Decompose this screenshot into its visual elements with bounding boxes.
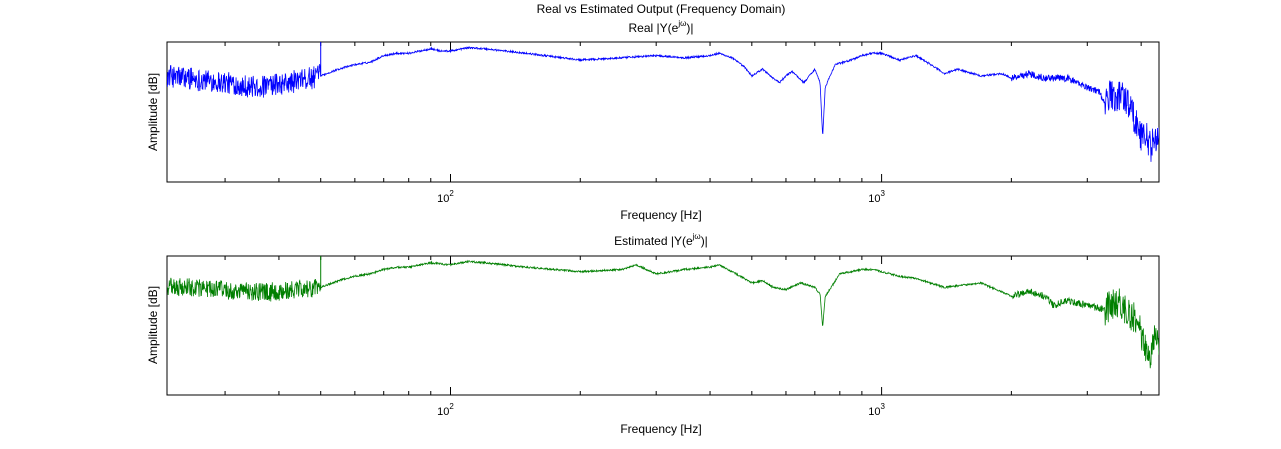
subplot-estimated: Estimated |Y(ejω)| 102 103 Frequency [Hz]… (146, 232, 1160, 436)
x-axis-label-real: Frequency [Hz] (620, 208, 701, 222)
axes-frame-estimated (166, 255, 1160, 396)
line-series-estimated (167, 256, 1159, 369)
subplot-title-estimated-sup: jω (692, 232, 701, 241)
subplot-title-real-main: Real |Y(e (629, 21, 679, 35)
series-line (167, 259, 1159, 369)
subplot-title-real-sup: jω (677, 19, 686, 28)
subplot-real: Real |Y(ejω)| 102 103 Frequency [Hz] Ampl… (146, 19, 1160, 222)
x-tick-label: 102 (437, 189, 454, 205)
y-axis-label-real: Amplitude [dB] (146, 73, 160, 151)
x-tick-label: 102 (437, 402, 454, 418)
subplot-title-estimated: Estimated |Y(ejω)| (614, 232, 708, 248)
figure-title: Real vs Estimated Output (Frequency Doma… (537, 2, 786, 16)
axes-frame-real (166, 41, 1160, 183)
x-tick-label: 103 (868, 189, 885, 205)
x-ticks-estimated: 102 103 (224, 256, 1142, 418)
subplot-title-real-end: )| (686, 21, 693, 35)
subplot-title-real: Real |Y(ejω)| (629, 19, 694, 35)
x-axis-label-estimated: Frequency [Hz] (620, 422, 701, 436)
y-axis-label-estimated: Amplitude [dB] (146, 286, 160, 364)
series-line (167, 46, 1159, 162)
line-series-real (167, 42, 1159, 162)
subplot-title-estimated-main: Estimated |Y(e (614, 234, 693, 248)
subplot-title-estimated-end: )| (701, 234, 708, 248)
x-tick-label: 103 (868, 402, 885, 418)
